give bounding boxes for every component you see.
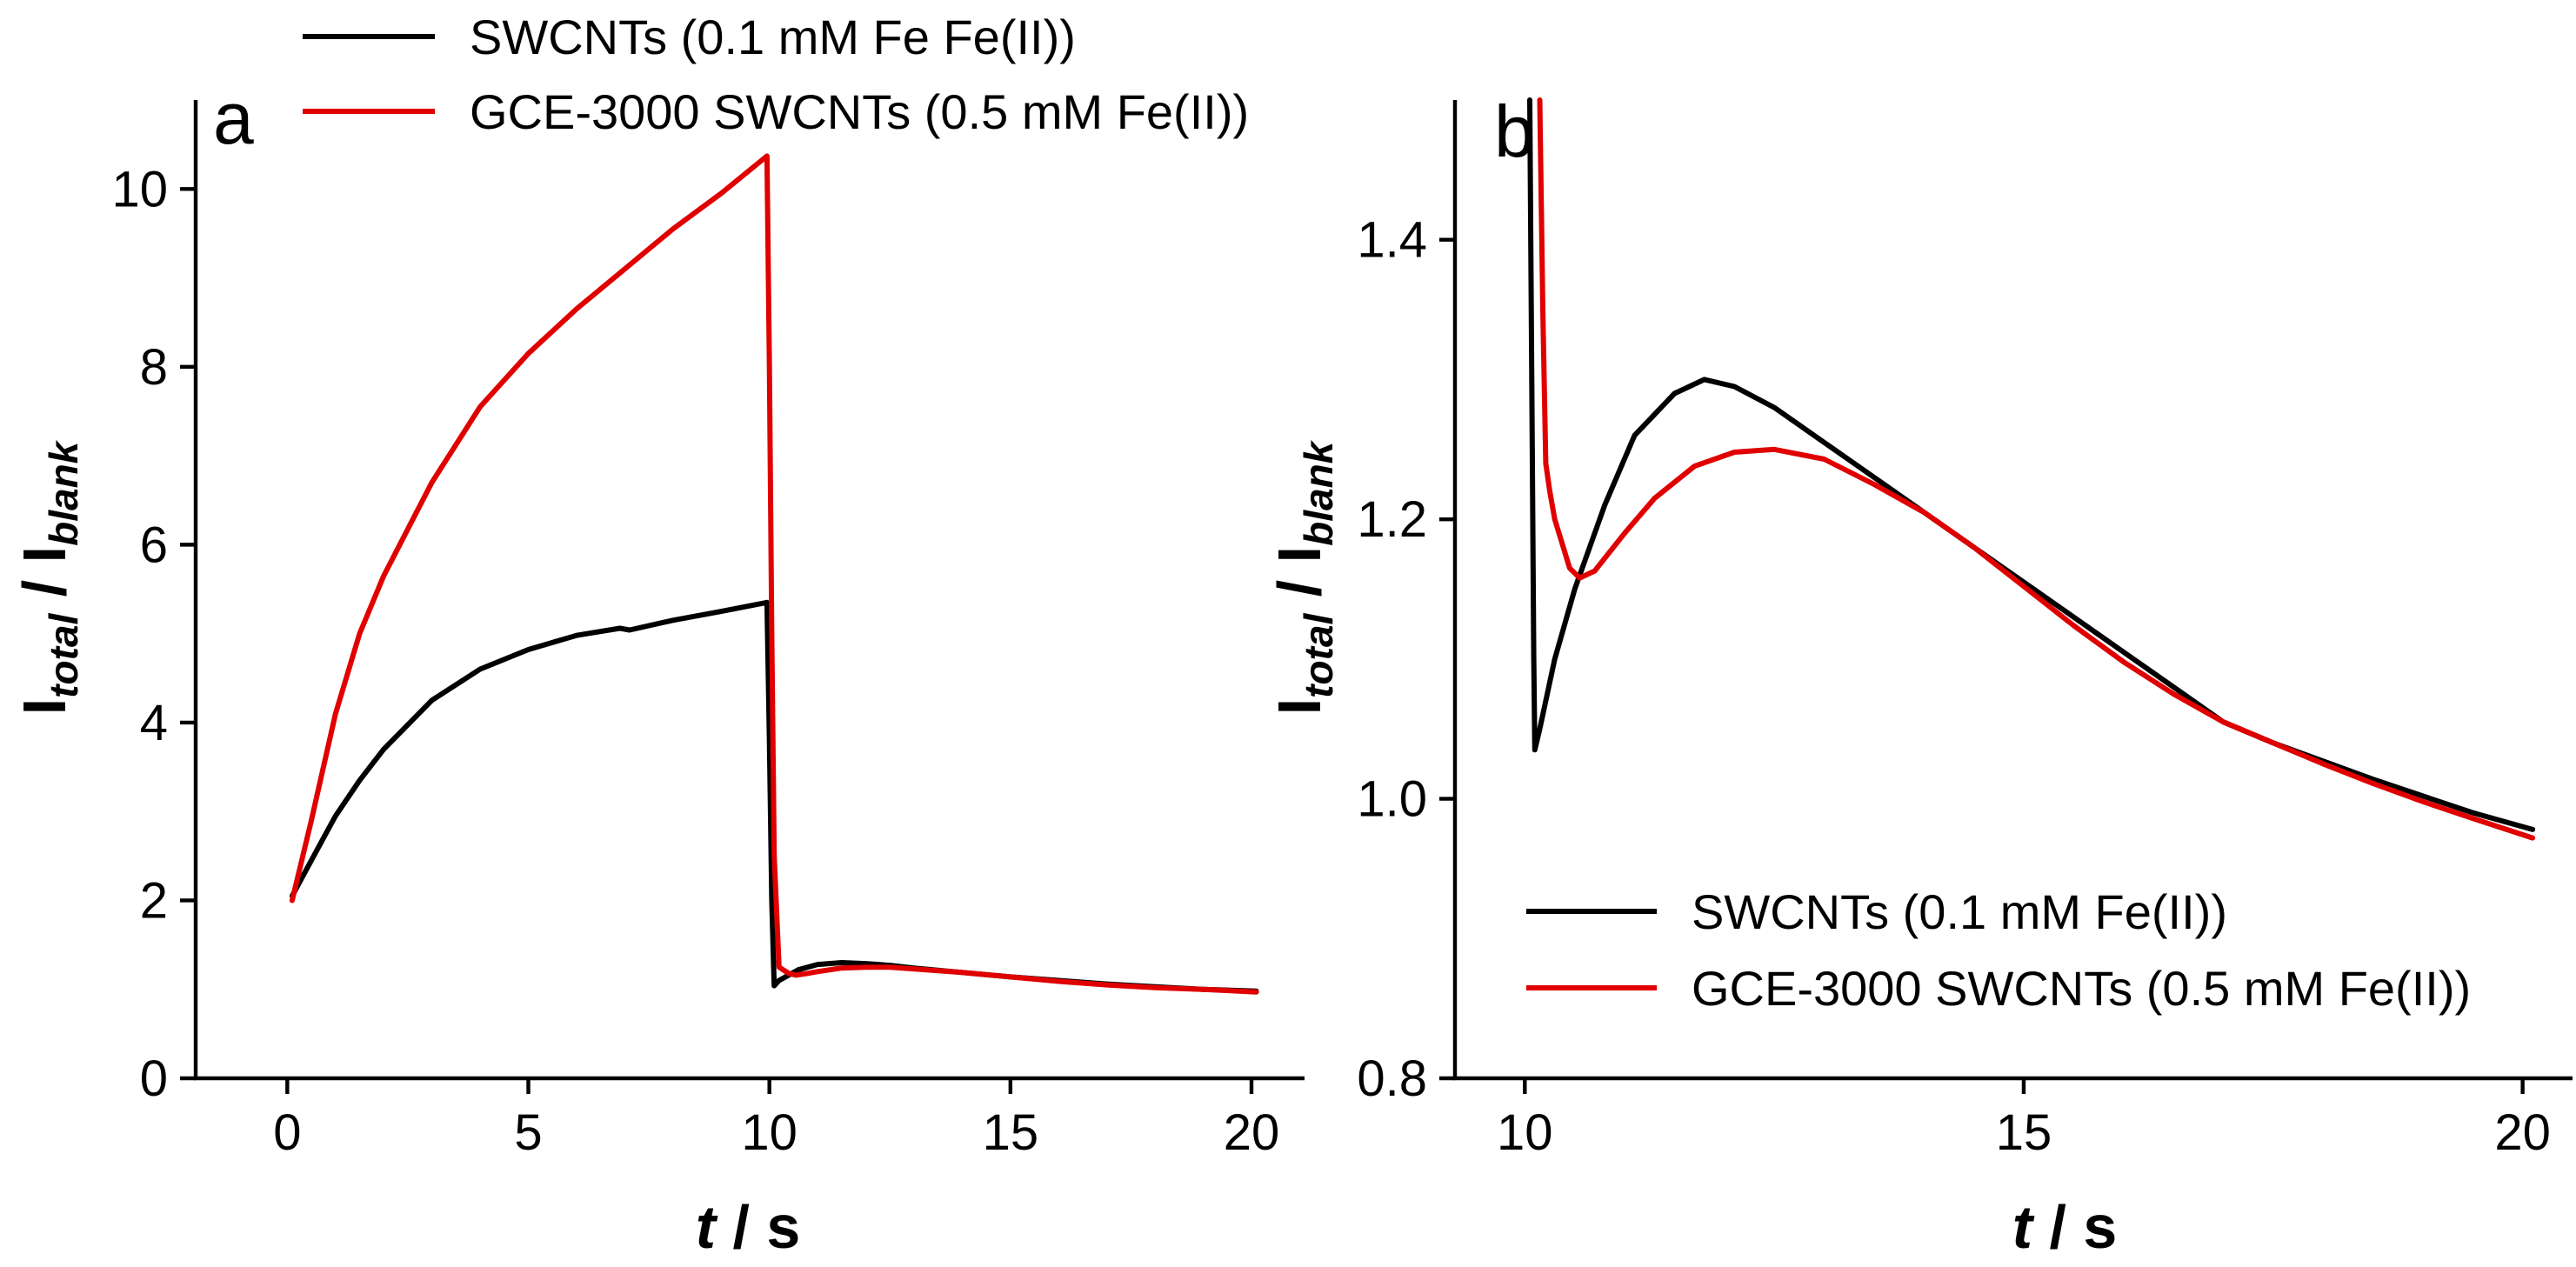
legend-a-black-label: SWCNTs (0.1 mM Fe Fe(II)) (470, 10, 1076, 64)
y-tick-label: 8 (140, 339, 168, 396)
x-tick-label: 15 (1996, 1104, 2052, 1161)
panel-a-axes (193, 100, 1305, 1081)
panel-b-legend: SWCNTs (0.1 mM Fe(II)) GCE-3000 SWCNTs (… (1526, 884, 2471, 1016)
y-tick-label: 1.0 (1357, 771, 1427, 828)
y-tick-label: 1.2 (1357, 491, 1427, 548)
y-tick-label: 6 (140, 517, 168, 573)
y-tick-label: 1.4 (1357, 212, 1427, 269)
y-tick-label: 0.8 (1357, 1050, 1427, 1107)
panel-a-y-axis-label: Itotal / Iblank (10, 439, 86, 715)
y-tick-label: 4 (140, 695, 168, 751)
series-line-black (1527, 97, 2536, 832)
panel-a-y-ticks: 0 2 4 6 8 10 (111, 161, 196, 1107)
series-line-red (1537, 97, 2536, 841)
x-tick-label: 20 (1224, 1104, 1280, 1161)
series-line-red (289, 153, 1259, 995)
panel-b-x-ticks: 10 15 20 (1497, 1078, 2551, 1161)
legend-a-red-label: GCE-3000 SWCNTs (0.5 mM Fe(II)) (470, 84, 1249, 139)
panel-b-series-lines (1527, 97, 2536, 841)
panel-a-x-axis-label: t / s (696, 1193, 801, 1261)
panel-a-x-ticks: 0 5 10 15 20 (273, 1078, 1279, 1161)
panel-b-y-axis-label: Itotal / Iblank (1265, 439, 1341, 715)
x-tick-label: 10 (1497, 1104, 1553, 1161)
x-tick-label: 0 (273, 1104, 301, 1161)
panel-b-x-axis-label: t / s (2012, 1193, 2118, 1261)
x-tick-label: 20 (2494, 1104, 2551, 1161)
legend-b-black-label: SWCNTs (0.1 mM Fe(II)) (1692, 884, 2227, 939)
panel-a-legend: SWCNTs (0.1 mM Fe Fe(II)) GCE-3000 SWCNT… (303, 10, 1249, 139)
panel-a-series-lines (289, 153, 1259, 995)
y-tick-label: 2 (140, 872, 168, 929)
legend-b-red-label: GCE-3000 SWCNTs (0.5 mM Fe(II)) (1692, 961, 2471, 1016)
panel-a-chart: a 0 5 10 15 20 0 2 4 6 8 10 t / s Itotal / Iblank… (10, 10, 1305, 1261)
y-tick-label: 0 (140, 1050, 168, 1107)
x-tick-label: 15 (983, 1104, 1039, 1161)
x-tick-label: 5 (514, 1104, 542, 1161)
panel-b-y-ticks: 0.8 1.0 1.2 1.4 (1357, 212, 1455, 1107)
panel-a-label: a (213, 77, 254, 159)
panel-b-chart: b 10 15 20 0.81.01.21.4 t / s Itotal / Ibl… (1265, 90, 2573, 1261)
x-tick-label: 10 (741, 1104, 797, 1161)
y-tick-label: 10 (111, 161, 168, 217)
